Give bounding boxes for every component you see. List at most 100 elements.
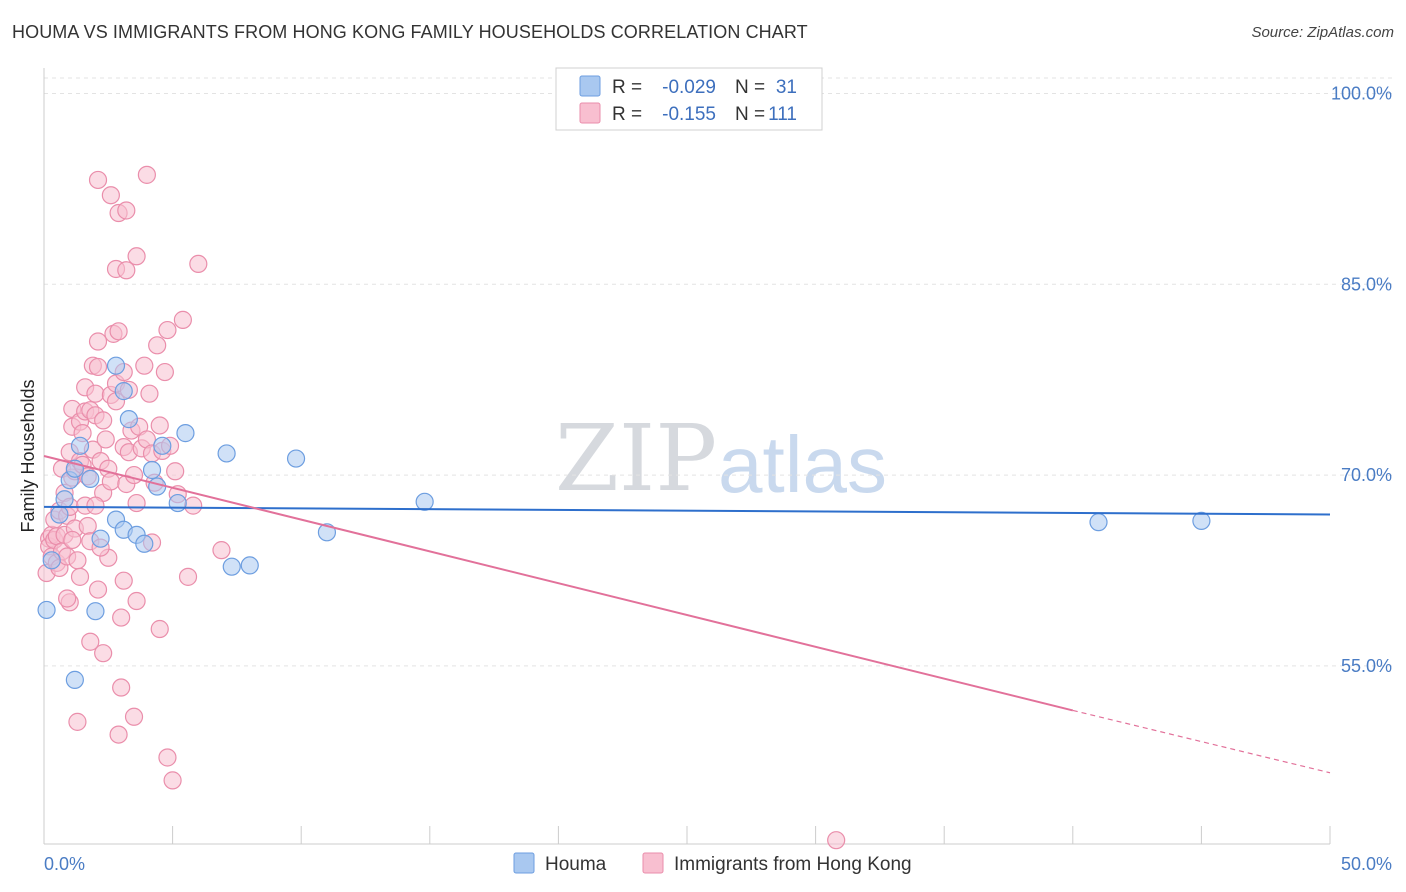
point-hong-kong: [88, 332, 108, 351]
point-houma: [119, 410, 138, 429]
series-houma-points: [37, 356, 1211, 689]
point-hong-kong: [127, 591, 146, 611]
point-houma: [222, 557, 241, 576]
point-hong-kong: [150, 416, 169, 435]
point-hong-kong: [117, 201, 136, 220]
point-houma: [148, 477, 167, 496]
point-hong-kong: [70, 567, 90, 586]
point-hong-kong: [109, 322, 128, 341]
point-hong-kong: [58, 589, 77, 608]
point-hong-kong: [163, 771, 182, 790]
point-hong-kong: [78, 516, 97, 536]
legend-swatch-hong-kong: [579, 102, 601, 124]
point-hong-kong: [88, 357, 108, 377]
point-houma: [42, 551, 61, 570]
legend-n-value-houma: 31: [776, 77, 797, 98]
point-hong-kong: [127, 247, 146, 266]
point-houma: [317, 523, 337, 542]
point-houma: [1089, 513, 1108, 532]
point-hong-kong: [86, 496, 105, 515]
source-label: Source: ZipAtlas.com: [1251, 24, 1394, 41]
point-hong-kong: [158, 320, 177, 340]
point-hong-kong: [124, 707, 144, 726]
trend-lines: [43, 455, 1331, 774]
point-hong-kong: [86, 384, 105, 403]
point-hong-kong: [178, 567, 198, 586]
x-axis-ticks: [43, 826, 1331, 844]
point-hong-kong: [94, 411, 113, 430]
point-hong-kong: [109, 725, 128, 744]
point-houma: [153, 436, 172, 455]
legend-swatch-houma: [513, 852, 535, 874]
point-houma: [65, 670, 84, 689]
y-tick-label: 85.0%: [1341, 274, 1392, 294]
x-tick-label-0: 0.0%: [44, 854, 85, 874]
point-houma: [50, 505, 69, 524]
legend-r-value-houma: -0.029: [662, 77, 716, 98]
y-tick-label: 55.0%: [1341, 656, 1392, 676]
point-hong-kong: [94, 644, 113, 663]
point-hong-kong: [140, 384, 159, 403]
legend-n-label: N =: [735, 77, 765, 98]
point-hong-kong: [124, 465, 144, 485]
legend-label-houma: Houma: [545, 854, 607, 875]
point-hong-kong: [68, 712, 87, 731]
legend-label-hong-kong: Immigrants from Hong Kong: [674, 854, 912, 875]
point-hong-kong: [112, 678, 131, 697]
legend-r-label: R =: [612, 104, 642, 125]
point-hong-kong: [212, 541, 231, 560]
point-houma: [91, 529, 110, 548]
point-houma: [415, 492, 434, 511]
legend-n-label: N =: [735, 104, 765, 125]
x-tick-label-50: 50.0%: [1341, 854, 1392, 874]
point-houma: [286, 449, 306, 468]
trend-line-hong-kong: [43, 455, 1074, 712]
point-hong-kong: [127, 493, 146, 513]
point-houma: [86, 602, 105, 621]
point-houma: [240, 556, 259, 575]
point-houma: [135, 534, 154, 553]
point-hong-kong: [155, 362, 174, 382]
point-houma: [1192, 511, 1211, 530]
point-hong-kong: [148, 336, 167, 355]
point-houma: [106, 356, 126, 375]
point-houma: [70, 436, 90, 455]
legend-r-label: R =: [612, 77, 642, 98]
point-houma: [55, 490, 74, 509]
point-hong-kong: [114, 571, 133, 590]
watermark-zip: ZIP: [555, 405, 717, 512]
point-hong-kong: [112, 608, 131, 627]
point-houma: [114, 382, 133, 401]
point-hong-kong: [827, 831, 846, 850]
point-hong-kong: [63, 530, 82, 550]
point-hong-kong: [117, 261, 136, 280]
point-hong-kong: [101, 186, 120, 205]
gridlines: [44, 77, 1392, 667]
legend-series: Houma Immigrants from Hong Kong: [513, 852, 912, 875]
trend-line-hong-kong-extension: [1072, 709, 1331, 774]
y-tick-label: 70.0%: [1341, 465, 1392, 485]
y-axis-tick-labels: 100.0% 85.0% 70.0% 55.0%: [1331, 83, 1392, 675]
point-hong-kong: [88, 580, 108, 599]
point-hong-kong: [173, 310, 192, 329]
watermark-atlas: atlas: [718, 420, 887, 509]
point-hong-kong: [88, 170, 108, 190]
point-hong-kong: [137, 165, 156, 184]
chart-title: HOUMA VS IMMIGRANTS FROM HONG KONG FAMIL…: [12, 22, 808, 42]
point-hong-kong: [166, 462, 185, 481]
point-houma: [168, 493, 187, 513]
legend-correlation: R = -0.029 N = 31 R = -0.155 N = 111: [555, 67, 823, 131]
y-axis-label: Family Households: [18, 379, 38, 532]
point-hong-kong: [68, 551, 87, 570]
legend-swatch-hong-kong: [642, 852, 664, 874]
point-hong-kong: [96, 430, 115, 449]
point-hong-kong: [184, 496, 203, 515]
point-hong-kong: [81, 632, 100, 651]
point-hong-kong: [135, 356, 154, 375]
legend-n-value-hong-kong: 111: [768, 104, 797, 125]
point-houma: [81, 469, 100, 488]
point-hong-kong: [189, 254, 208, 274]
point-houma: [37, 600, 56, 620]
point-hong-kong: [158, 748, 177, 767]
